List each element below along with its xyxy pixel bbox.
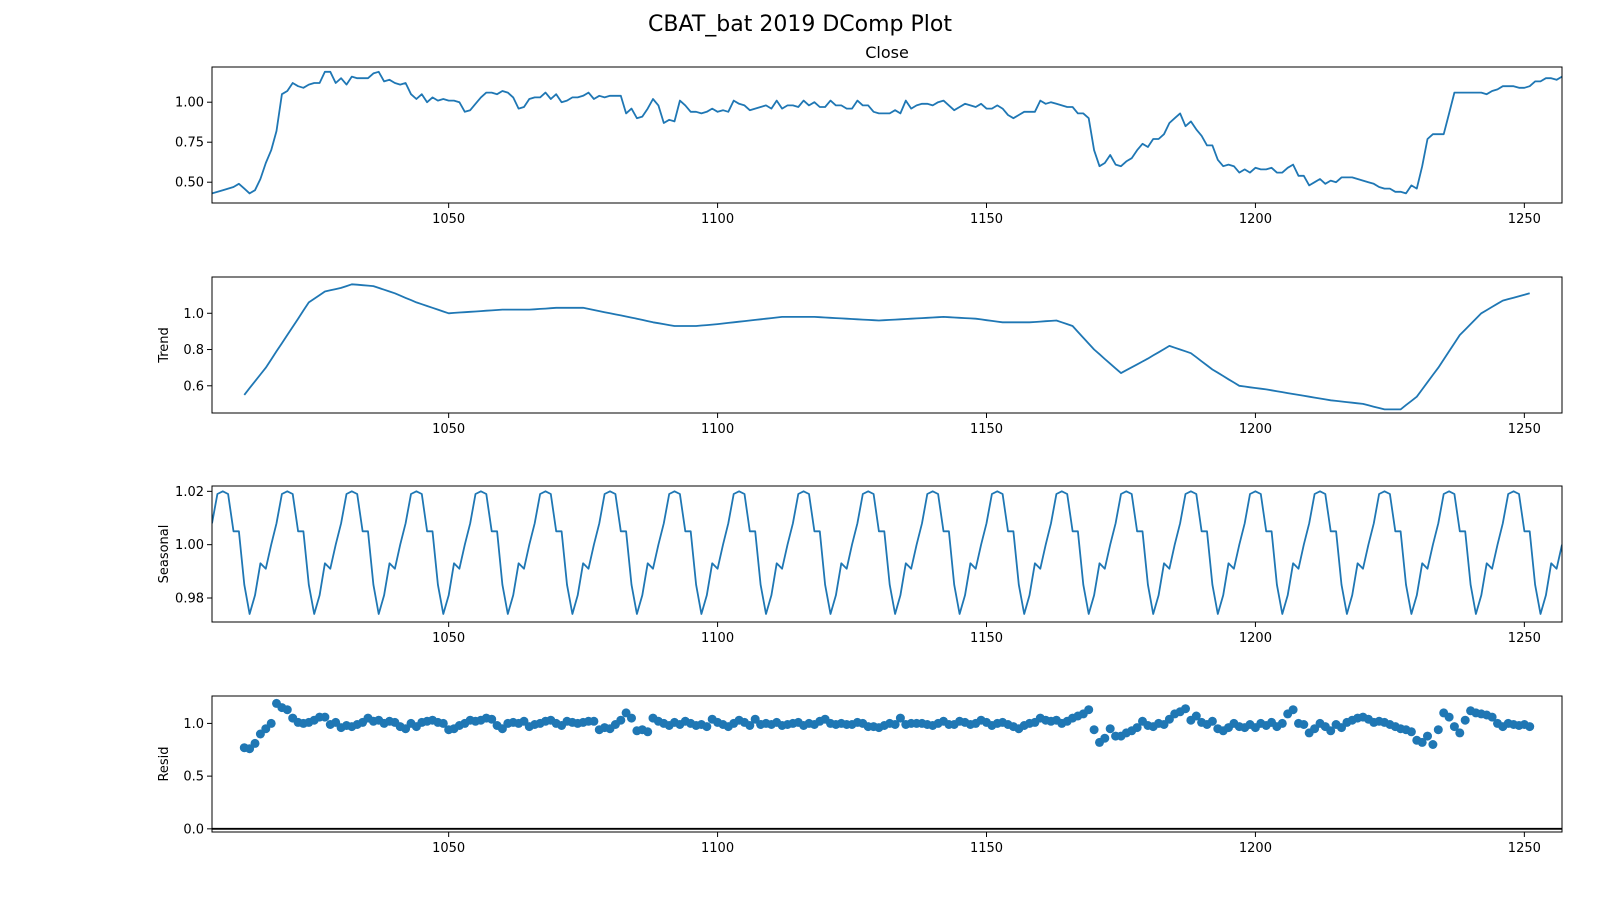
resid-point [1455,728,1465,738]
plot-frame [211,695,1563,833]
x-tick-label: 1050 [432,422,465,437]
resid-point [320,712,330,722]
x-tick-label: 1200 [1239,422,1272,437]
seasonal-panel: Seasonal 1050 1100 1150 1200 1250 0.98 1.00 1.02 [157,485,1563,646]
resid-point [745,721,755,730]
x-tick-label: 1100 [701,212,734,227]
y-tick-label: 1.0 [183,717,204,732]
resid-point [1417,737,1427,747]
x-tick-label: 1250 [1508,631,1541,646]
resid-point [282,705,292,715]
y-axis-label: Resid [157,746,172,781]
observed-panel: Close 1050 1100 1150 1200 1250 0.50 0.75 1.00 [175,43,1563,227]
x-tick-label: 1150 [970,212,1003,227]
resid-point [1487,712,1497,722]
plot-frame [211,66,1563,204]
panel-data [243,283,1530,411]
y-tick-label: 0.75 [175,136,204,151]
figure-title: CBAT_bat 2019 DComp Plot [648,12,952,37]
y-tick-label: 0.5 [183,770,204,785]
x-tick-label: 1100 [701,631,734,646]
resid-point [1444,712,1454,722]
y-tick-label: 0.8 [183,343,204,358]
resid-point [1299,720,1309,729]
x-tick-label: 1150 [970,422,1003,437]
panel-data [212,490,1562,615]
x-tick-label: 1050 [432,212,465,227]
y-axis-label: Seasonal [157,525,172,584]
resid-point [890,720,900,729]
seasonal-line [212,490,1562,615]
resid-panel: Resid 1050 1100 1150 1200 1250 0.0 0.5 1.0 [157,695,1563,856]
x-tick-label: 1250 [1508,212,1541,227]
y-tick-label: 0.0 [183,822,204,837]
panel-data [212,70,1562,195]
resid-point [627,713,636,723]
resid-point [589,716,599,726]
resid-point [1406,727,1416,737]
resid-point [1433,725,1443,735]
panel-title: Close [865,43,909,62]
x-tick-label: 1050 [432,631,465,646]
trend-line [243,283,1530,411]
resid-point [1288,705,1298,715]
resid-point [1191,711,1201,721]
resid-point [1207,716,1217,726]
observed-line [212,70,1562,195]
y-axis-label: Trend [157,327,172,364]
x-tick-label: 1100 [701,422,734,437]
x-tick-label: 1200 [1239,212,1272,227]
resid-point [643,727,653,737]
x-tick-label: 1150 [970,631,1003,646]
resid-point [1089,725,1099,735]
panel-data [212,698,1562,830]
resid-point [616,715,626,725]
resid-point [1423,731,1432,741]
resid-point [250,738,260,748]
resid-point [1525,722,1535,732]
x-tick-label: 1200 [1239,841,1272,856]
resid-point [1084,705,1094,715]
resid-point [266,718,276,728]
y-tick-label: 1.00 [175,96,204,111]
resid-point [1449,722,1459,732]
resid-point [438,718,448,728]
resid-point [1277,718,1287,728]
y-tick-label: 0.98 [175,592,204,607]
y-tick-label: 1.00 [175,538,204,553]
resid-point [1105,724,1115,734]
resid-point [1460,715,1470,725]
y-tick-label: 1.0 [183,307,204,322]
resid-point [1181,704,1190,714]
y-tick-label: 0.50 [175,176,204,191]
resid-point [1100,733,1110,743]
y-tick-label: 0.6 [183,379,204,394]
plot-frame [211,485,1563,623]
x-tick-label: 1050 [432,841,465,856]
resid-point [702,722,712,732]
y-tick-label: 1.02 [175,485,204,500]
resid-point [1132,723,1142,733]
resid-point [487,714,497,724]
trend-panel: Trend 1050 1100 1150 1200 1250 0.6 0.8 1.0 [157,276,1563,437]
x-tick-label: 1250 [1508,841,1541,856]
x-tick-label: 1250 [1508,422,1541,437]
resid-point [1326,726,1336,736]
x-tick-label: 1200 [1239,631,1272,646]
plot-frame [211,276,1563,414]
resid-point [1428,740,1438,749]
x-tick-label: 1100 [701,841,734,856]
resid-point [895,713,905,723]
x-tick-label: 1150 [970,841,1003,856]
